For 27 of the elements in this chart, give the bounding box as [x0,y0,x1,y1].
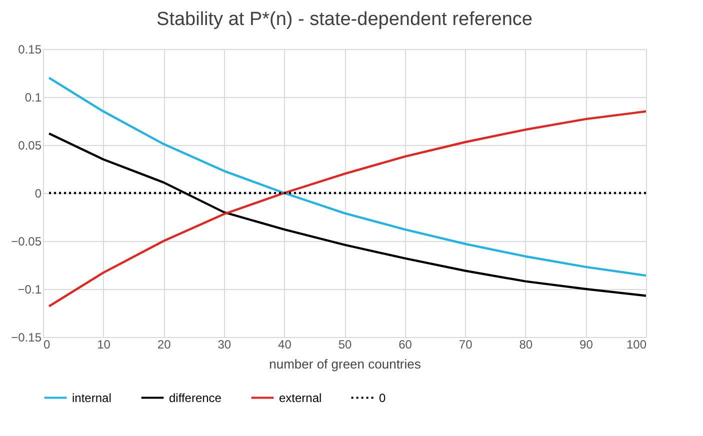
y-tick-label: 0.05 [18,138,42,152]
x-tick-label: 20 [157,338,172,352]
x-tick-label: 80 [519,338,533,352]
x-tick-label: 0 [44,338,50,352]
y-tick-label: −0.05 [11,234,42,248]
line-series [48,110,646,308]
x-axis-title: number of green countries [269,356,422,372]
y-tick-label: −0.15 [11,330,42,344]
x-tick-label: 60 [398,338,412,352]
x-tick-label: 100 [626,338,647,352]
x-tick-label: 50 [338,338,352,352]
y-tick-label: 0 [34,186,42,200]
line-series [48,132,646,297]
y-tick-label: 0.15 [18,42,42,56]
legend-label: difference [169,390,222,405]
y-tick-label: −0.1 [18,282,42,296]
line-series [48,76,646,277]
x-tick-label: 30 [218,338,232,352]
chart-title: Stability at P*(n) - state-dependent reference [156,9,532,30]
x-tick-label: 70 [458,338,473,352]
x-tick-label: 40 [278,338,292,352]
y-tick-label: 0.1 [24,90,42,104]
x-tick-label: 10 [97,338,111,352]
legend-label: external [279,390,322,405]
legend-label: internal [72,390,112,405]
legend-label: 0 [379,390,386,405]
x-tick-label: 90 [580,338,594,352]
